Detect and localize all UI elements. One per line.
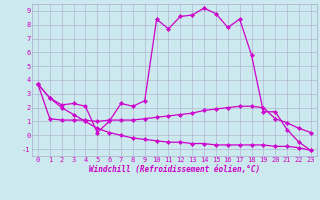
X-axis label: Windchill (Refroidissement éolien,°C): Windchill (Refroidissement éolien,°C) bbox=[89, 165, 260, 174]
